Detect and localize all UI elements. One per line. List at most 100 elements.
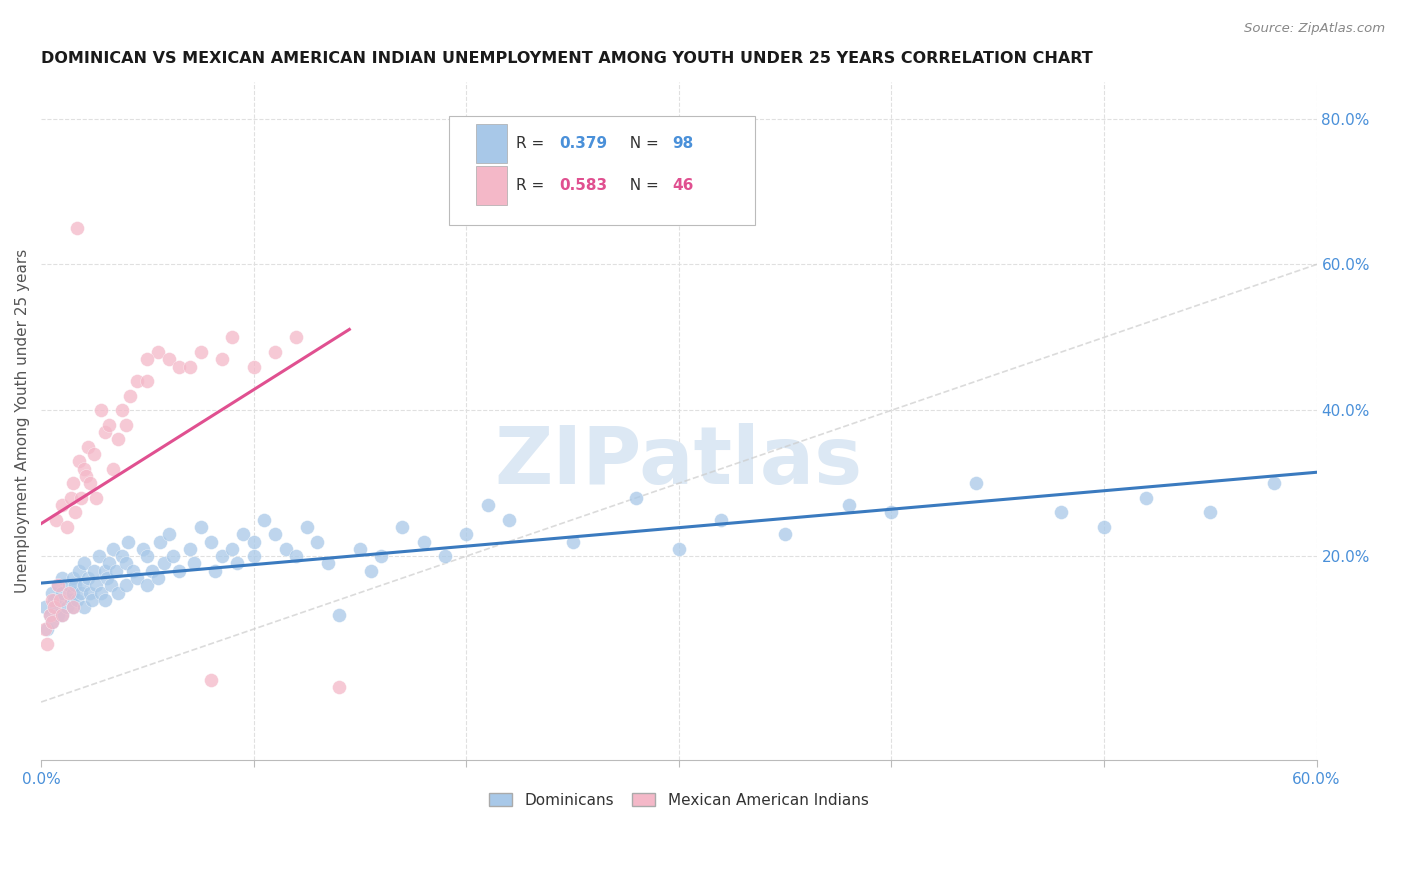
Point [103, 461, 125, 475]
Point [34, 600, 56, 615]
Point [626, 491, 648, 505]
Point [62, 600, 84, 615]
Point [90, 403, 112, 417]
Point [1135, 491, 1157, 505]
FancyBboxPatch shape [450, 116, 755, 225]
Point [77, 440, 100, 454]
Point [412, 534, 434, 549]
Point [153, 557, 176, 571]
Point [62, 476, 84, 491]
Point [253, 513, 276, 527]
Point [316, 557, 339, 571]
Point [63, 578, 86, 592]
Point [66, 593, 89, 607]
Point [162, 549, 184, 564]
Point [668, 541, 690, 556]
Point [115, 417, 138, 432]
Point [498, 513, 520, 527]
Point [200, 534, 222, 549]
Point [169, 564, 191, 578]
Point [41, 593, 63, 607]
Y-axis label: Unemployment Among Youth under 25 years: Unemployment Among Youth under 25 years [15, 249, 30, 593]
Point [179, 541, 201, 556]
Point [477, 498, 499, 512]
Point [221, 541, 243, 556]
Point [242, 549, 264, 564]
Point [965, 476, 987, 491]
Point [370, 549, 392, 564]
Point [232, 527, 254, 541]
Point [880, 505, 903, 519]
Point [49, 593, 72, 607]
Point [46, 578, 69, 592]
Point [37, 637, 59, 651]
Point [62, 600, 84, 615]
Point [125, 571, 148, 585]
Point [838, 498, 860, 512]
Point [41, 615, 63, 629]
Point [264, 527, 287, 541]
Point [46, 578, 69, 592]
Text: 0.379: 0.379 [560, 136, 607, 151]
Point [72, 578, 94, 592]
Point [434, 549, 457, 564]
Point [157, 527, 180, 541]
Text: DOMINICAN VS MEXICAN AMERICAN INDIAN UNEMPLOYMENT AMONG YOUTH UNDER 25 YEARS COR: DOMINICAN VS MEXICAN AMERICAN INDIAN UNE… [41, 51, 1092, 66]
Point [200, 673, 222, 688]
Point [51, 585, 73, 599]
Point [58, 578, 80, 592]
Point [132, 541, 155, 556]
Point [94, 425, 117, 440]
Point [103, 541, 125, 556]
Point [190, 520, 212, 534]
Point [1092, 520, 1115, 534]
Point [94, 593, 117, 607]
Point [773, 527, 796, 541]
Point [456, 527, 478, 541]
Point [104, 564, 127, 578]
Point [115, 578, 138, 592]
Text: 98: 98 [672, 136, 693, 151]
Point [242, 359, 264, 374]
Point [107, 585, 129, 599]
Point [1199, 505, 1222, 519]
Point [391, 520, 413, 534]
Legend: Dominicans, Mexican American Indians: Dominicans, Mexican American Indians [484, 787, 875, 814]
Point [87, 549, 110, 564]
Point [51, 498, 73, 512]
Point [83, 564, 105, 578]
Text: 0.583: 0.583 [560, 178, 607, 193]
Point [86, 578, 108, 592]
Point [328, 681, 350, 695]
Point [55, 600, 77, 615]
Point [115, 557, 138, 571]
Point [183, 557, 205, 571]
Point [274, 541, 297, 556]
Text: N =: N = [620, 178, 664, 193]
Point [62, 585, 84, 599]
Point [710, 513, 733, 527]
Point [77, 571, 100, 585]
Text: ZIPatlas: ZIPatlas [495, 423, 863, 501]
Point [38, 607, 60, 622]
Point [211, 549, 233, 564]
Point [34, 622, 56, 636]
Point [125, 374, 148, 388]
Point [72, 600, 94, 615]
FancyBboxPatch shape [477, 166, 506, 205]
Point [111, 403, 134, 417]
Point [70, 585, 93, 599]
Text: R =: R = [516, 136, 548, 151]
Point [49, 593, 72, 607]
Point [63, 505, 86, 519]
Point [157, 352, 180, 367]
Point [55, 520, 77, 534]
Point [42, 593, 65, 607]
Point [100, 578, 122, 592]
Text: R =: R = [516, 178, 548, 193]
Point [51, 607, 73, 622]
Text: Source: ZipAtlas.com: Source: ZipAtlas.com [1244, 22, 1385, 36]
Point [221, 330, 243, 344]
Point [169, 359, 191, 374]
Point [72, 461, 94, 475]
